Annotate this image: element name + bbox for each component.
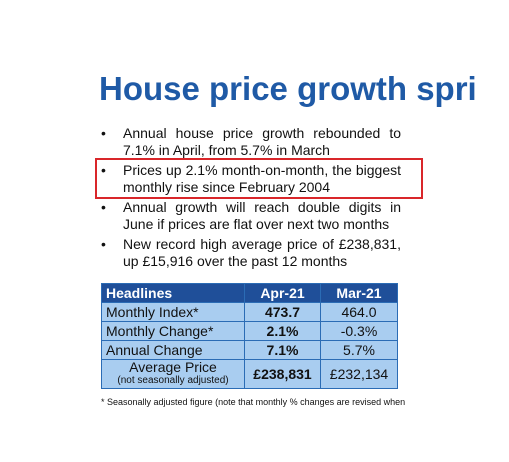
headlines-table: Headlines Apr-21 Mar-21 Monthly Index* 4… xyxy=(101,283,398,389)
mar-value: £232,134 xyxy=(320,359,398,389)
mar-value: 464.0 xyxy=(320,302,398,322)
bullet-icon: • xyxy=(101,125,106,141)
apr-value: 7.1% xyxy=(244,340,321,360)
row-label: Average Price (not seasonally adjusted) xyxy=(101,359,245,389)
footnote: * Seasonally adjusted figure (note that … xyxy=(101,397,406,407)
bullet-icon: • xyxy=(101,236,106,252)
table-row: Annual Change 7.1% 5.7% xyxy=(101,340,398,360)
table-header-row: Headlines Apr-21 Mar-21 xyxy=(101,283,398,303)
row-label-main: Average Price xyxy=(129,359,217,375)
bullet-text: Annual growth will reach double digits i… xyxy=(123,199,401,232)
mar-value: -0.3% xyxy=(320,321,398,341)
bullet-text: New record high average price of £238,83… xyxy=(123,236,401,269)
bullet-item: • Prices up 2.1% month-on-month, the bigg… xyxy=(101,162,401,196)
bullet-item: • Annual growth will reach double digits … xyxy=(101,199,401,233)
header-headlines: Headlines xyxy=(101,283,245,303)
table-row: Monthly Index* 473.7 464.0 xyxy=(101,302,398,322)
row-label: Monthly Index* xyxy=(101,302,245,322)
apr-value: 2.1% xyxy=(244,321,321,341)
bullet-item: • New record high average price of £238,8… xyxy=(101,236,401,270)
apr-value: £238,831 xyxy=(244,359,321,389)
highlight-box xyxy=(95,158,423,199)
row-label: Monthly Change* xyxy=(101,321,245,341)
bullet-list: • Annual house price growth rebounded to … xyxy=(101,125,401,273)
header-mar: Mar-21 xyxy=(320,283,398,303)
bullet-text: Prices up 2.1% month-on-month, the bigge… xyxy=(123,162,401,195)
row-label: Annual Change xyxy=(101,340,245,360)
bullet-icon: • xyxy=(101,162,106,178)
bullet-item: • Annual house price growth rebounded to … xyxy=(101,125,401,159)
bullet-icon: • xyxy=(101,199,106,215)
table-row: Monthly Change* 2.1% -0.3% xyxy=(101,321,398,341)
header-apr: Apr-21 xyxy=(244,283,321,303)
apr-value: 473.7 xyxy=(244,302,321,322)
bullet-text: Annual house price growth rebounded to 7… xyxy=(123,125,401,158)
row-label-sub: (not seasonally adjusted) xyxy=(117,375,229,386)
table-row: Average Price (not seasonally adjusted) … xyxy=(101,359,398,389)
page-title: House price growth spri xyxy=(99,70,477,107)
mar-value: 5.7% xyxy=(320,340,398,360)
